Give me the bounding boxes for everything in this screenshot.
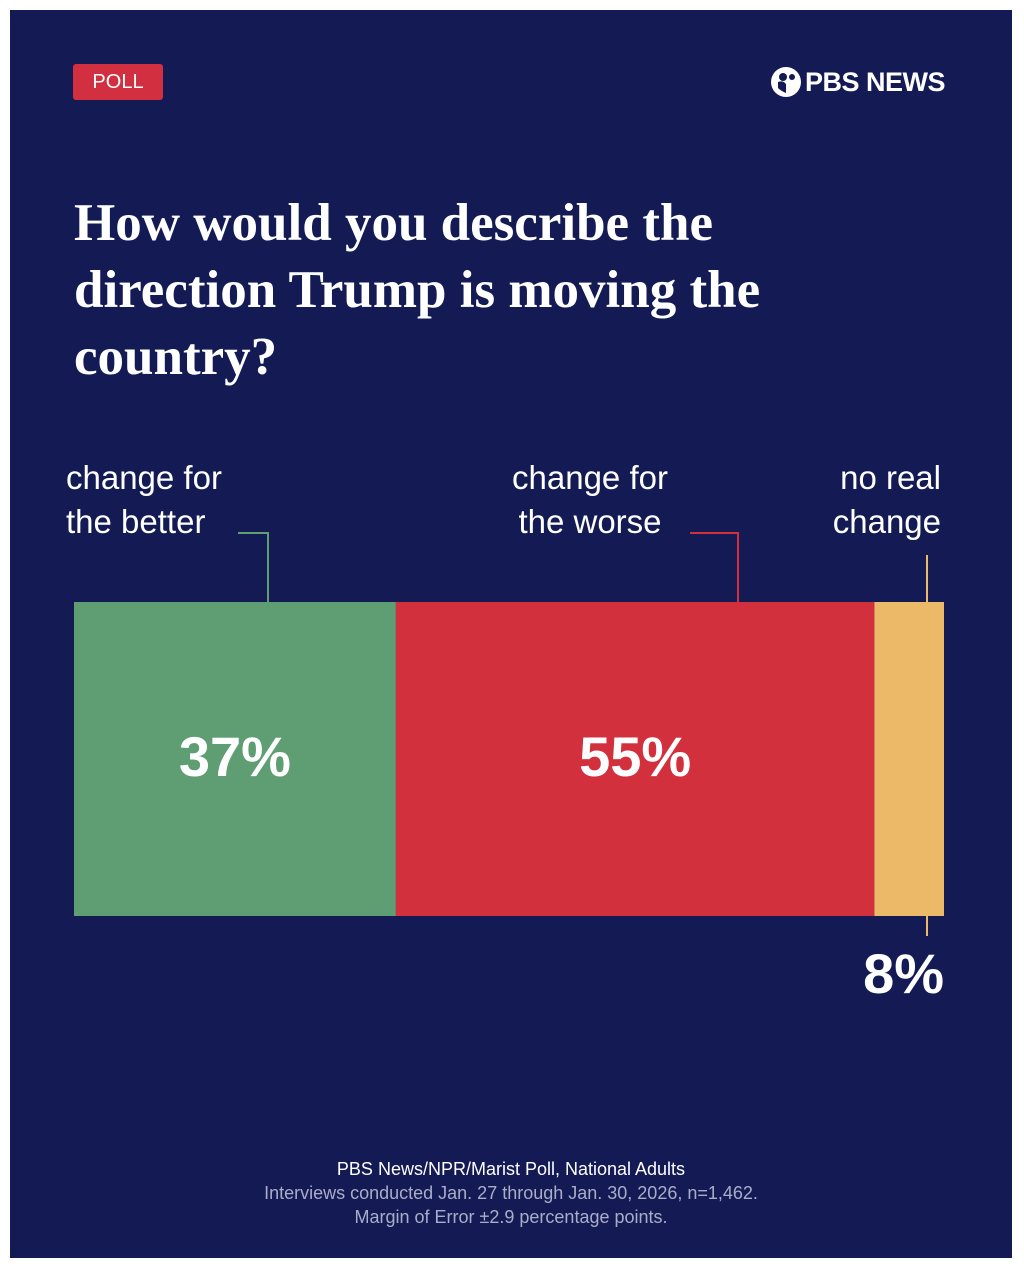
bar-segment (874, 602, 944, 916)
legend-label: no real change (832, 459, 941, 540)
value-label: 8% (863, 942, 944, 1005)
brand-logo: PBS NEWS (770, 66, 946, 98)
source-block: PBS News/NPR/Marist Poll, National Adult… (10, 1157, 1012, 1229)
note: Interviews conducted Jan. 27 through Jan… (264, 1183, 758, 1203)
logo-text: PBS NEWS (804, 66, 946, 97)
logo-icon (770, 67, 801, 97)
leader-line (690, 532, 739, 602)
value-label: 55% (579, 725, 692, 788)
chart (74, 532, 944, 936)
legend-label: change for the better (66, 459, 222, 540)
chart-title: How would you describe the direction Tru… (74, 194, 761, 386)
note: Margin of Error ±2.9 percentage points. (354, 1207, 668, 1227)
bar-segment (395, 602, 875, 916)
source: PBS News/NPR/Marist Poll, National Adult… (336, 1159, 686, 1179)
legend-label: change for the worse (512, 459, 668, 540)
value-label: 37% (178, 725, 291, 788)
bar-segment (74, 602, 396, 916)
leader-line (238, 532, 269, 602)
poll-badge: POLL (73, 64, 163, 100)
poll-card: POLL PBS NEWS How would you describe the… (10, 10, 1012, 1258)
